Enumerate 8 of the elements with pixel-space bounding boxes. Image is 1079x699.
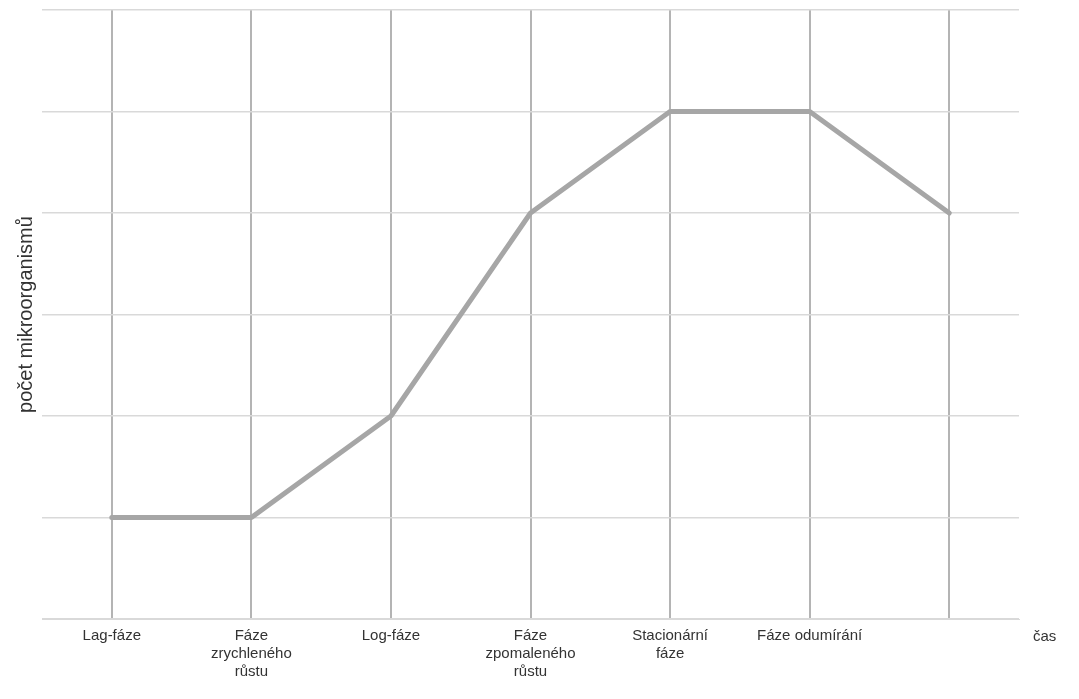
x-tick-label: Lag-fáze	[82, 626, 141, 644]
x-tick-label: Stacionární fáze	[632, 626, 709, 662]
x-tick-label: Fáze odumírání	[757, 626, 863, 644]
y-axis-title: počet mikroorganismů	[13, 216, 36, 413]
x-tick-label: Fáze zpomaleného růstu	[485, 626, 576, 680]
x-tick-label: Fáze zrychleného růstu	[210, 626, 292, 680]
x-axis-title: čas	[1033, 626, 1057, 644]
x-tick-label: Log-fáze	[361, 626, 421, 644]
